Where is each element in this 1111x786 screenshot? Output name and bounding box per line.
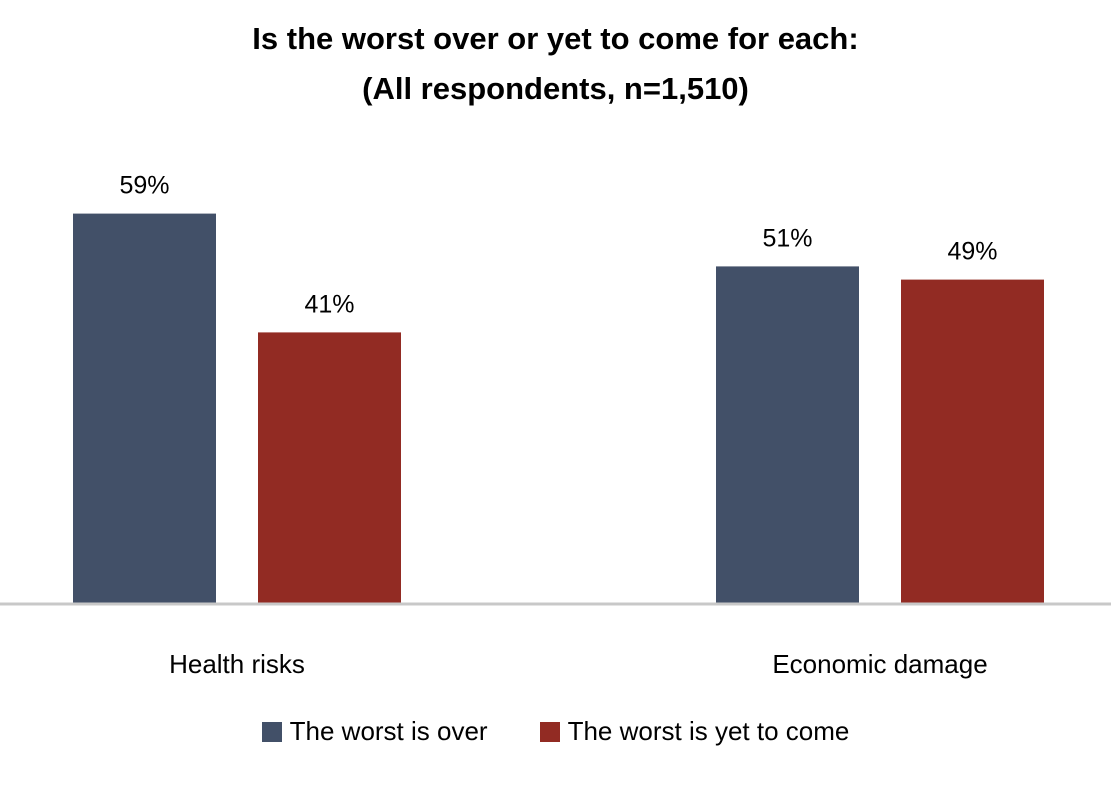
legend-label-worst-over: The worst is over	[289, 716, 488, 746]
data-label-economic-damage-the-worst-is-over: 51%	[762, 224, 812, 252]
legend-item-worst-over: The worst is over	[261, 716, 488, 747]
chart-title: Is the worst over or yet to come for eac…	[0, 14, 1111, 114]
bar-health-risks-the-worst-is-over	[73, 213, 216, 603]
data-label-health-risks-the-worst-is-over: 59%	[119, 172, 169, 200]
data-label-health-risks-the-worst-is-yet-to-come: 41%	[304, 290, 354, 318]
bar-economic-damage-the-worst-is-over	[716, 266, 859, 603]
legend-swatch-worst-yet-to-come	[539, 721, 560, 742]
data-label-economic-damage-the-worst-is-yet-to-come: 49%	[947, 238, 997, 266]
legend-swatch-worst-over	[261, 721, 282, 742]
legend-item-worst-yet-to-come: The worst is yet to come	[539, 716, 850, 747]
category-label-health-risks: Health risks	[169, 649, 305, 679]
legend-label-worst-yet-to-come: The worst is yet to come	[567, 716, 850, 746]
category-label-economic-damage: Economic damage	[772, 649, 987, 679]
legend: The worst is over The worst is yet to co…	[0, 716, 1111, 747]
bar-economic-damage-the-worst-is-yet-to-come	[901, 279, 1044, 603]
chart-title-line-2: (All respondents, n=1,510)	[362, 71, 749, 106]
chart-title-line-1: Is the worst over or yet to come for eac…	[252, 21, 859, 56]
bar-health-risks-the-worst-is-yet-to-come	[258, 332, 401, 603]
